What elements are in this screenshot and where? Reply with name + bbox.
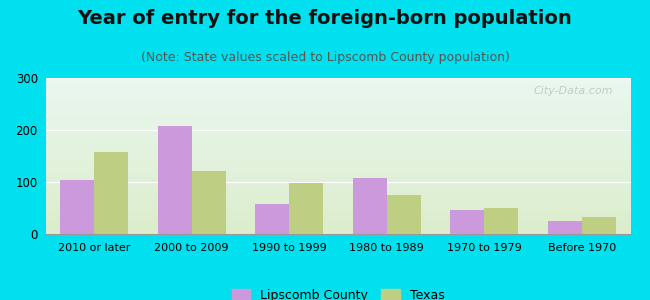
Bar (387, 195, 421, 234)
Text: (Note: State values scaled to Lipscomb County population): (Note: State values scaled to Lipscomb C… (140, 51, 510, 64)
Bar (60, 180, 94, 234)
Text: Year of entry for the foreign-born population: Year of entry for the foreign-born popul… (77, 9, 573, 28)
Bar (484, 208, 519, 234)
Bar (582, 217, 616, 234)
Legend: Lipscomb County, Texas: Lipscomb County, Texas (227, 284, 449, 300)
Bar (450, 210, 484, 234)
Bar (289, 183, 324, 234)
Text: City-Data.com: City-Data.com (534, 86, 613, 96)
Bar (547, 221, 582, 234)
Bar (94, 152, 129, 234)
Bar (353, 178, 387, 234)
Bar (192, 171, 226, 234)
Bar (157, 126, 192, 234)
Bar (255, 204, 289, 234)
